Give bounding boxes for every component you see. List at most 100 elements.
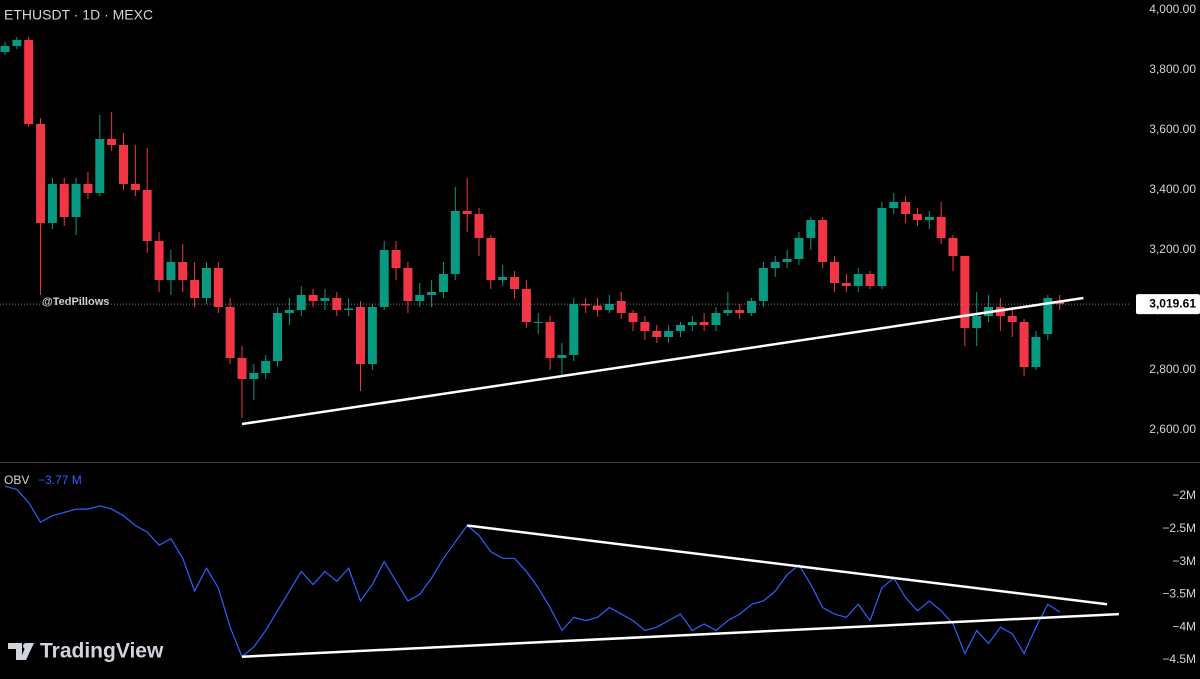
candle-body <box>877 208 887 286</box>
candle-body <box>344 308 354 310</box>
candle-body <box>1043 298 1053 334</box>
candle-body <box>830 262 839 283</box>
candle-body <box>912 214 922 220</box>
candle-body <box>24 40 34 124</box>
y-tick-label: 3,200.00 <box>1149 242 1196 256</box>
candle-body <box>735 310 745 313</box>
candle-body <box>403 268 413 301</box>
candle-body <box>557 355 567 358</box>
candle-body <box>36 124 46 223</box>
y-tick-label: −2M <box>1172 488 1196 502</box>
legend-value: −3.77 M <box>38 473 82 487</box>
candle-body <box>415 295 425 301</box>
y-tick-label: −3.5M <box>1162 587 1196 601</box>
candle-body <box>1019 322 1029 367</box>
candle-body <box>806 220 816 238</box>
candle-body <box>853 274 863 286</box>
y-tick-label: −4M <box>1172 619 1196 633</box>
candle-body <box>154 241 164 280</box>
candle-body <box>640 322 650 331</box>
candle-body <box>533 322 543 323</box>
legend-name: OBV <box>4 473 29 487</box>
candle-body <box>367 307 377 364</box>
candle-body <box>1007 316 1017 322</box>
candle-body <box>498 277 508 280</box>
candle-body <box>758 268 768 301</box>
candle-body <box>47 184 57 223</box>
candle-body <box>225 307 235 358</box>
candle-body <box>450 211 460 274</box>
y-tick-label: 2,600.00 <box>1149 422 1196 436</box>
candle-body <box>972 316 982 328</box>
candle-body <box>178 262 188 280</box>
candle-body <box>747 301 757 313</box>
candle-body <box>782 259 792 262</box>
candle-body <box>628 313 638 322</box>
candle-body <box>95 139 105 193</box>
y-tick-label: 3,800.00 <box>1149 62 1196 76</box>
candle-body <box>652 331 662 337</box>
candle-body <box>794 238 804 259</box>
candle-body <box>320 298 330 301</box>
candle-body <box>841 283 851 286</box>
candle-body <box>0 46 10 52</box>
candle-body <box>474 214 484 238</box>
candle-body <box>12 40 22 46</box>
candle-body <box>486 238 496 280</box>
candle-body <box>462 211 472 214</box>
candle-body <box>142 190 152 241</box>
candle-body <box>569 304 579 355</box>
candle-body <box>379 250 389 307</box>
candle-body <box>604 304 614 310</box>
candle-body <box>593 305 602 310</box>
candle-body <box>213 268 223 307</box>
candle-body <box>581 304 591 306</box>
candle-body <box>616 301 626 313</box>
candle-body <box>699 322 709 325</box>
candle-body <box>107 139 117 145</box>
candle-body <box>687 322 697 325</box>
candle-body <box>865 274 875 286</box>
y-tick-label: 4,000.00 <box>1149 2 1196 16</box>
candle-body <box>427 292 437 295</box>
candle-body <box>261 361 271 373</box>
y-tick-label: 3,400.00 <box>1149 182 1196 196</box>
candle-body <box>237 358 247 379</box>
candle-body <box>889 202 899 208</box>
candle-body <box>59 184 69 217</box>
candle-body <box>770 262 780 268</box>
y-tick-label: −2.5M <box>1162 521 1196 535</box>
y-tick-label: 2,800.00 <box>1149 362 1196 376</box>
brand-text: TradingView <box>40 640 164 663</box>
watermark: @TedPillows <box>42 296 109 308</box>
candle-body <box>675 325 685 331</box>
trendline <box>241 296 1084 426</box>
candle-body <box>960 256 970 328</box>
candle-body <box>119 145 128 184</box>
candle-body <box>948 238 958 256</box>
chart-title: ETHUSDT · 1D · MEXC <box>4 7 153 23</box>
candle-body <box>818 220 828 262</box>
candle-body <box>545 322 555 358</box>
candle-body <box>664 331 674 337</box>
y-tick-label: −3M <box>1172 554 1196 568</box>
candle-body <box>510 277 520 289</box>
candle-body <box>130 184 140 190</box>
candle-body <box>438 274 448 292</box>
candle-body <box>71 184 81 217</box>
last-price-label: 3,019.61 <box>1149 296 1196 310</box>
obv-line <box>4 485 1060 658</box>
y-tick-label: 3,600.00 <box>1149 122 1196 136</box>
candle-body <box>190 280 200 298</box>
candle-body <box>901 202 911 214</box>
candle-body <box>249 373 259 379</box>
candle-body <box>273 313 283 361</box>
logo <box>8 643 34 660</box>
candle-body <box>711 313 721 325</box>
candle-body <box>356 307 365 364</box>
candle-body <box>284 310 294 313</box>
candle-body <box>201 268 211 298</box>
